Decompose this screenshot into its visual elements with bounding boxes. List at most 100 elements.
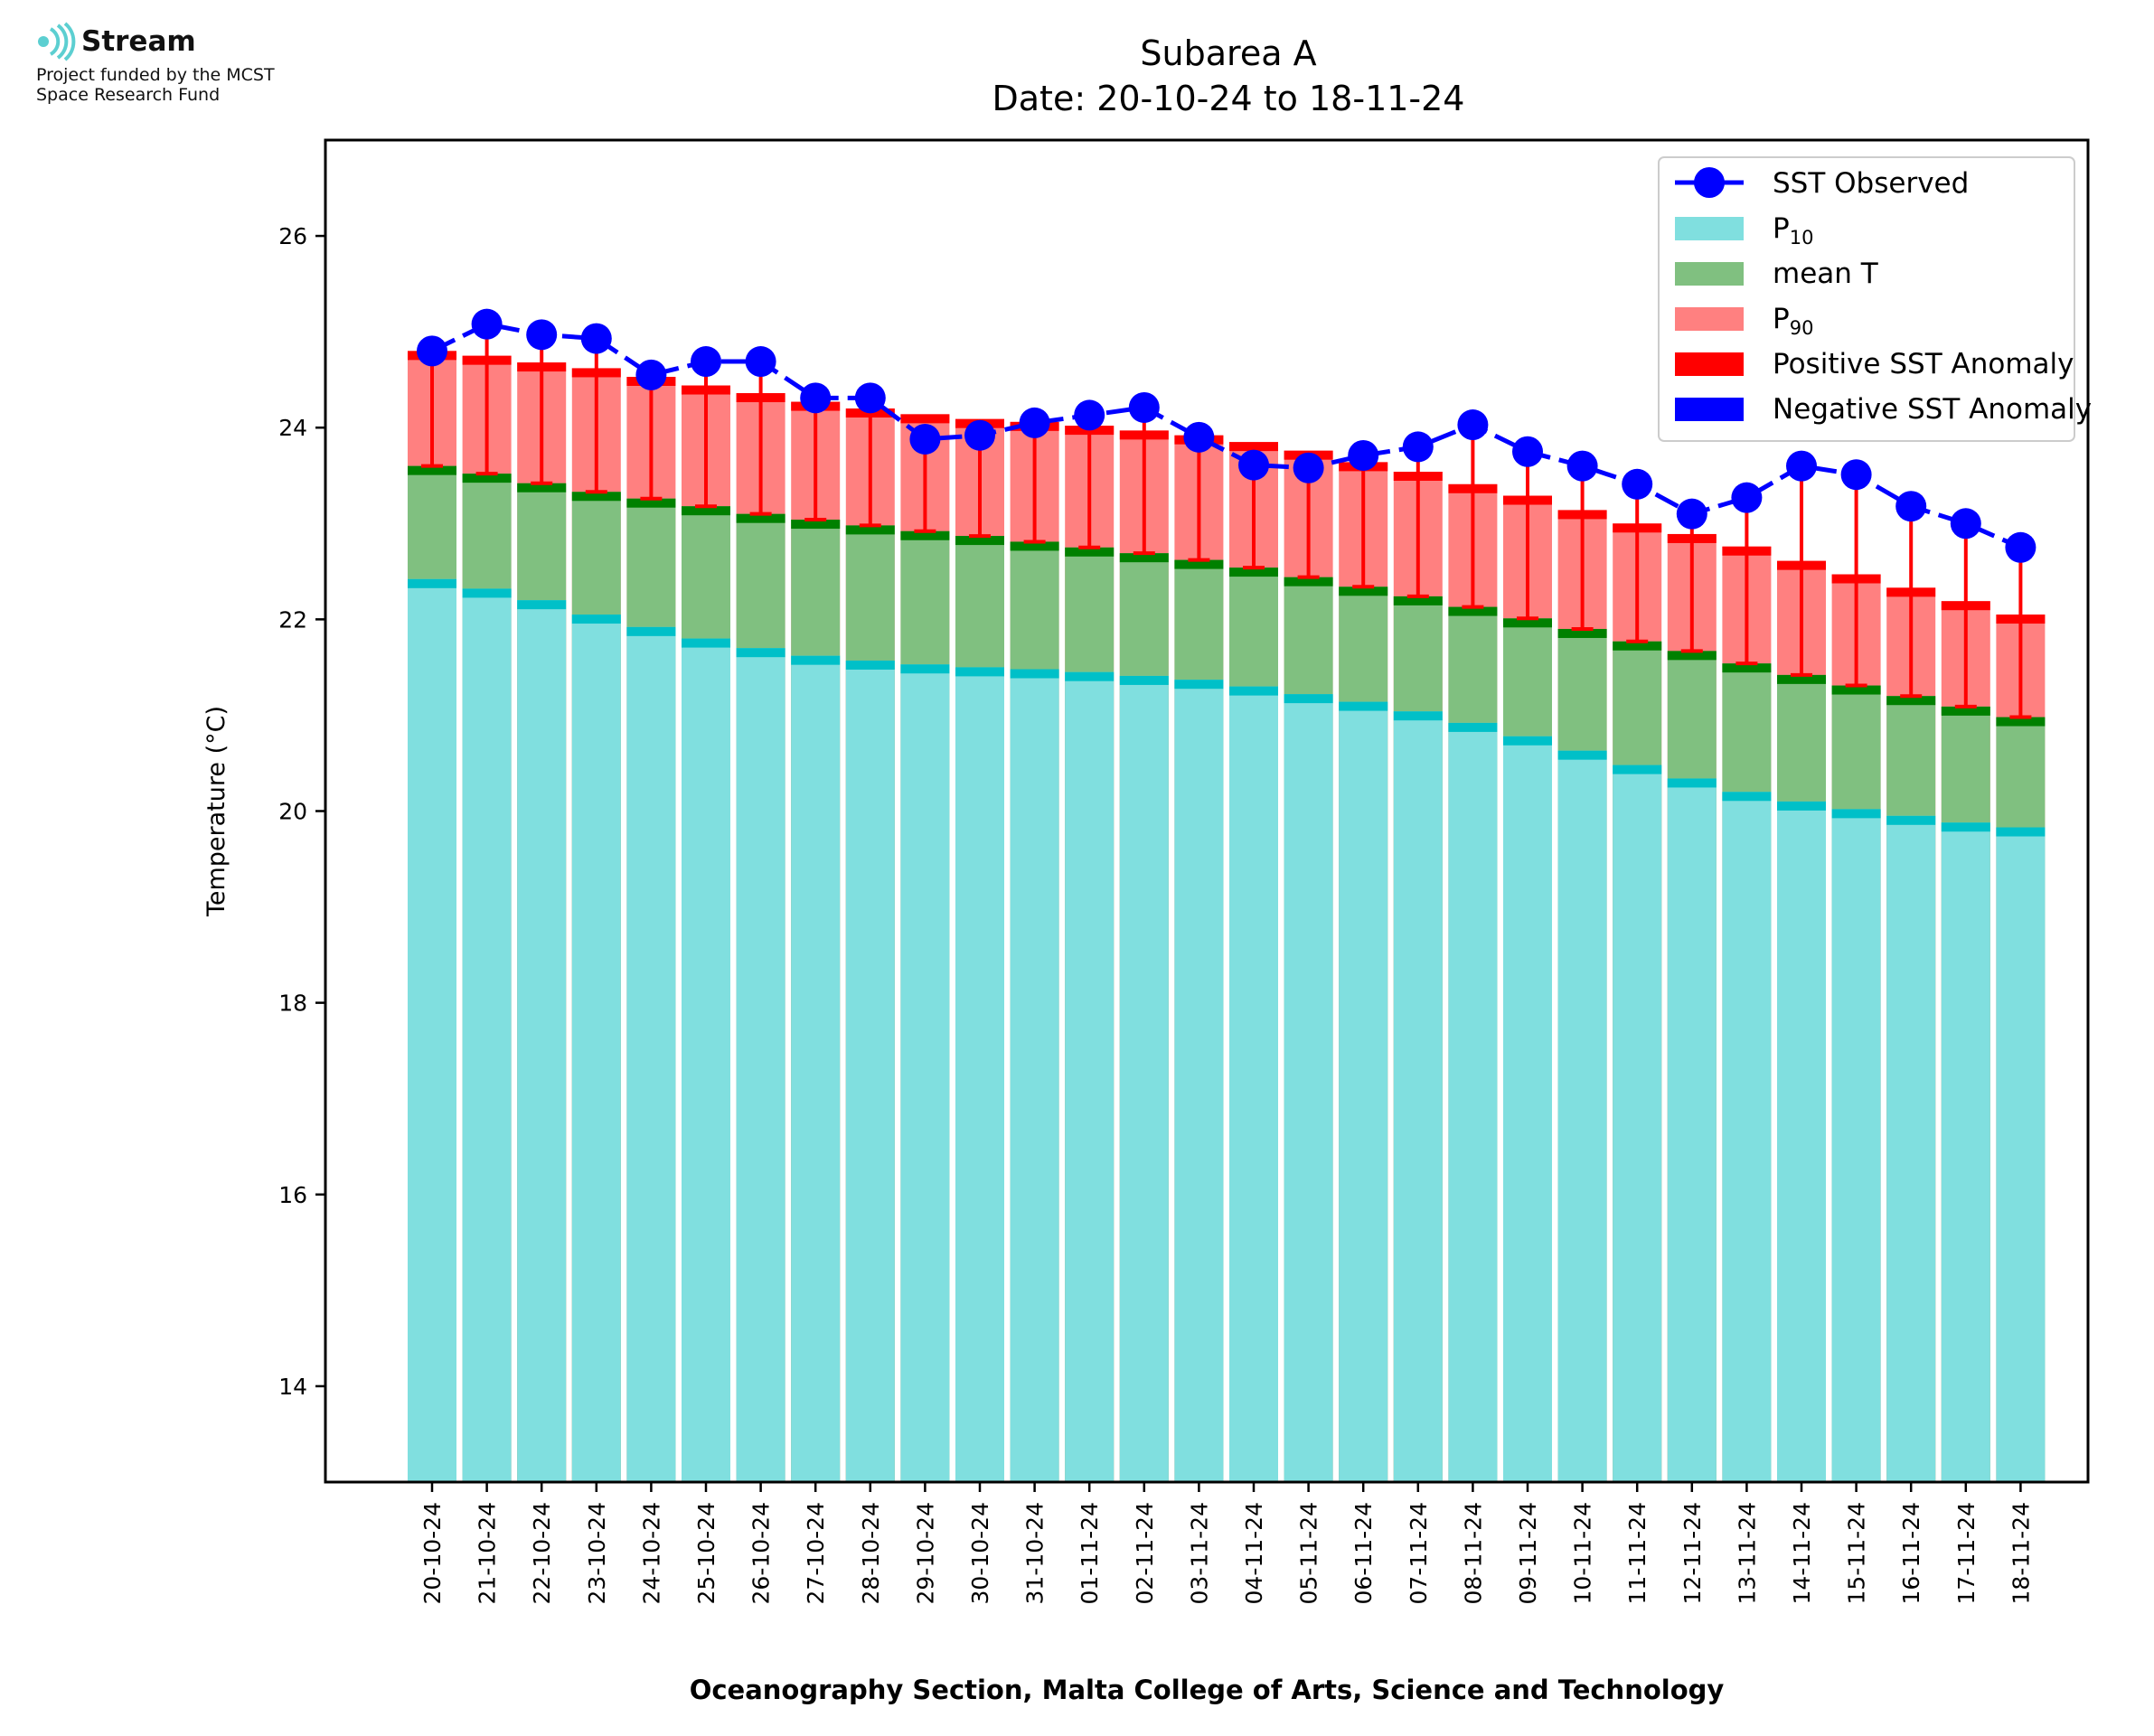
sst-observed-point [1183, 421, 1215, 453]
sst-observed-point [1019, 407, 1050, 438]
bar-p10-edge [682, 638, 730, 648]
bar-p10-edge [1503, 736, 1552, 746]
x-tick-label: 14-11-24 [1789, 1502, 1815, 1604]
y-tick-label: 18 [278, 990, 307, 1017]
x-tick-label: 08-11-24 [1460, 1502, 1486, 1604]
sst-observed-point [635, 359, 667, 390]
bar-p10-edge [1996, 827, 2046, 837]
sst-observed-point [1457, 409, 1489, 441]
bar-p10 [626, 626, 676, 1482]
bar-mean-t-edge [1667, 651, 1717, 661]
bar-p10 [1503, 736, 1552, 1482]
bar-p10-edge [900, 664, 950, 674]
sst-observed-point [854, 382, 886, 414]
legend-swatch [1675, 307, 1744, 331]
sst-observed-point [1676, 498, 1707, 530]
sst-observed-point [1348, 439, 1379, 471]
logo-funding-line-2: Space Research Fund [36, 85, 221, 105]
x-tick-label: 02-11-24 [1132, 1502, 1158, 1604]
y-axis-label: Temperature (°C) [202, 706, 230, 917]
legend-label: SST Observed [1773, 167, 1969, 200]
bar-p10 [517, 600, 567, 1482]
sst-observed-point [1622, 468, 1653, 500]
sst-observed-point [1128, 391, 1160, 423]
bar-mean-t-edge [1339, 586, 1388, 596]
bar-p10-edge [462, 588, 512, 598]
bar-p10 [408, 578, 456, 1482]
y-tick-label: 22 [278, 606, 307, 633]
x-tick-label: 03-11-24 [1186, 1502, 1212, 1604]
bar-layer [408, 351, 2046, 1483]
bar-p90-edge [1229, 442, 1278, 452]
bar-p10-edge [736, 648, 785, 658]
bar-p10-edge [1722, 792, 1772, 802]
legend-swatch [1675, 352, 1744, 376]
bar-p10-edge [1613, 765, 1662, 774]
legend-label: P90 [1773, 303, 1813, 339]
x-tick-label: 21-10-24 [475, 1502, 501, 1604]
x-tick-label: 18-11-24 [2008, 1502, 2034, 1604]
legend-swatch [1675, 398, 1744, 421]
bar-p10 [736, 648, 785, 1482]
bar-p10 [1393, 711, 1443, 1482]
sst-observed-point [691, 346, 721, 378]
bar-p10-edge [408, 578, 456, 588]
bar-mean-t-edge [1065, 547, 1115, 557]
sst-observed-layer [417, 308, 2036, 563]
sst-observed-point [1731, 482, 1763, 513]
bar-p10 [1613, 765, 1662, 1482]
x-tick-label: 31-10-24 [1022, 1502, 1049, 1604]
sst-observed-point [1895, 491, 1927, 522]
bar-p10-edge [1229, 686, 1278, 696]
bar-mean-t-edge [1010, 541, 1059, 551]
bar-p10 [1065, 671, 1115, 1482]
bar-p10 [682, 638, 730, 1482]
sst-observed-point [580, 323, 612, 354]
bar-p10 [1174, 680, 1224, 1482]
bar-p10 [571, 615, 621, 1482]
bar-mean-t-edge [462, 474, 512, 483]
bar-p10-edge [1119, 675, 1169, 685]
bar-p10 [1996, 827, 2046, 1482]
sst-observed-point [1840, 459, 1872, 491]
bar-p90-edge [900, 414, 950, 424]
x-tick-label: 30-10-24 [967, 1502, 993, 1604]
bar-p10 [791, 655, 841, 1482]
legend-label: P10 [1773, 212, 1813, 249]
bar-mean-t-edge [1777, 674, 1826, 684]
x-axis: 20-10-24 21-10-24 22-10-24 23-10-24 24-10-24… [419, 1482, 2034, 1604]
bar-p10 [1777, 801, 1826, 1482]
legend-label-subscript: 90 [1790, 317, 1814, 339]
bar-mean-t-edge [571, 492, 621, 502]
bar-p10 [1339, 701, 1388, 1482]
y-tick-label: 16 [278, 1182, 307, 1208]
bar-mean-t-edge [626, 498, 676, 508]
x-tick-label: 01-11-24 [1077, 1502, 1103, 1604]
bar-mean-t-edge [1229, 568, 1278, 577]
bar-mean-t-edge [845, 525, 895, 535]
bar-p10-edge [955, 667, 1004, 677]
legend-label-subscript: 10 [1790, 227, 1814, 249]
chart-subtitle: Date: 20-10-24 to 18-11-24 [992, 79, 1465, 118]
stream-logo-icon [38, 22, 76, 61]
x-tick-label: 27-10-24 [803, 1502, 829, 1604]
y-axis: 14 16 18 20 22 24 26 [278, 223, 325, 1400]
chart-legend: SST Observed P10 mean T P90 Positive SST Ano… [1658, 156, 2092, 442]
x-tick-label: 28-10-24 [858, 1502, 884, 1604]
logo-funding-line-1: Project funded by the MCST [36, 65, 275, 85]
sst-observed-point [417, 335, 447, 367]
x-tick-label: 23-10-24 [584, 1502, 610, 1604]
bar-p10-edge [626, 626, 676, 636]
x-tick-label: 25-10-24 [693, 1502, 720, 1604]
bar-p10 [1667, 778, 1717, 1482]
x-tick-label: 12-11-24 [1679, 1502, 1706, 1604]
x-tick-label: 06-11-24 [1350, 1502, 1377, 1604]
bar-p10 [1448, 722, 1498, 1482]
bar-mean-t-edge [1119, 553, 1169, 563]
bar-p10-edge [1339, 701, 1388, 711]
x-tick-label: 11-11-24 [1624, 1502, 1651, 1604]
bar-p10-edge [1941, 822, 1990, 832]
bar-mean-t-edge [1174, 559, 1224, 569]
bar-mean-t-edge [1996, 717, 2046, 727]
